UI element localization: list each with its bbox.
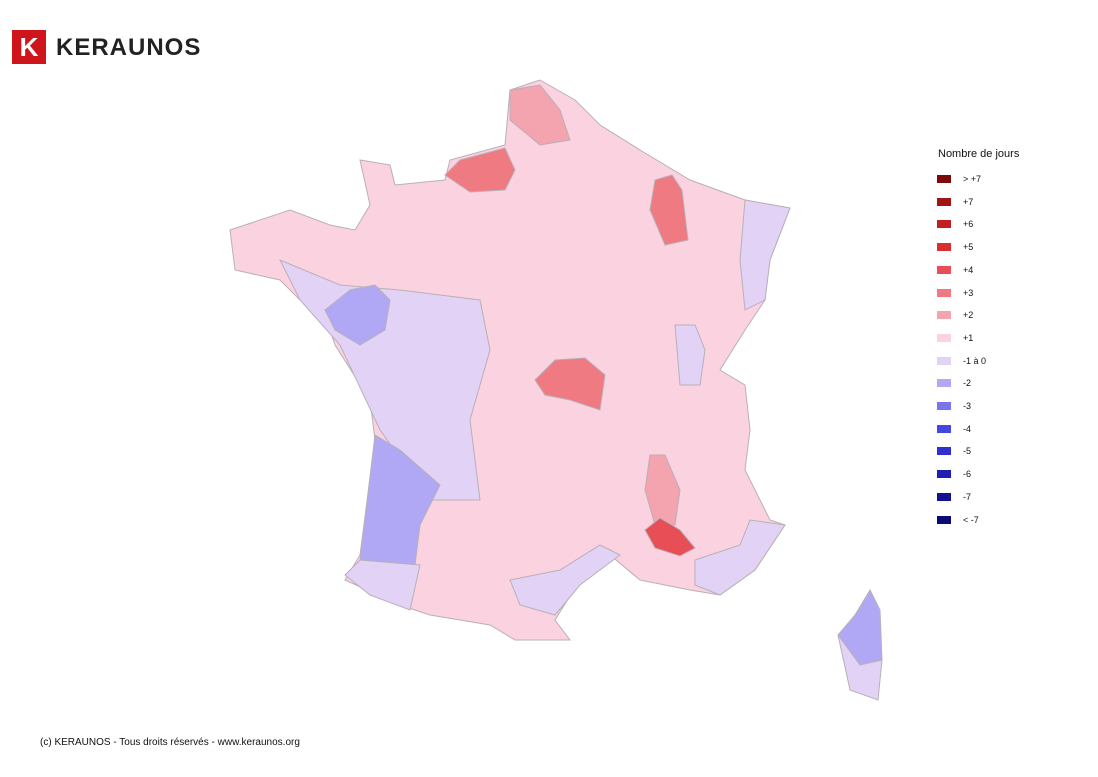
- legend-swatch: [937, 311, 951, 320]
- region-nord: [509, 84, 571, 146]
- corsica-south: [837, 634, 883, 701]
- region-east: [739, 199, 791, 311]
- legend-swatch: [937, 447, 951, 456]
- legend-swatch: [937, 379, 951, 388]
- footer: (c) KERAUNOS - Tous droits réservés - ww…: [40, 737, 300, 748]
- region-jura: [674, 324, 706, 386]
- legend-swatch: [937, 356, 951, 365]
- legend-swatch: [937, 424, 951, 433]
- legend-label: +4: [963, 264, 974, 275]
- legend-swatch: [937, 197, 951, 206]
- legend-label: -2: [963, 378, 972, 389]
- legend-label: +5: [963, 242, 974, 253]
- legend-swatch: [937, 492, 951, 501]
- legend-swatch: [937, 288, 951, 297]
- logo-icon: K: [12, 30, 46, 64]
- legend-swatch: [937, 402, 951, 410]
- legend-swatch: [937, 265, 951, 274]
- region-loire: [324, 284, 391, 346]
- region-drome: [644, 454, 681, 526]
- region-southwest: [344, 559, 421, 611]
- legend-title: Nombre de jours: [938, 148, 1020, 160]
- legend-label: -4: [963, 423, 972, 434]
- legend-label: > +7: [963, 174, 982, 184]
- legend-label: -7: [963, 491, 972, 502]
- region-seine-maritime: [444, 147, 516, 193]
- legend-label: +1: [963, 332, 974, 343]
- legend-swatch: [937, 243, 951, 252]
- region-provence: [694, 519, 786, 596]
- legend-swatch: [937, 515, 951, 524]
- legend-label: -1 à 0: [963, 355, 987, 366]
- legend-swatch: [937, 220, 951, 229]
- legend-label: -3: [963, 401, 972, 411]
- legend-label: -6: [963, 469, 972, 480]
- legend-label: +7: [963, 196, 974, 207]
- legend-swatch: [937, 470, 951, 479]
- legend-label: -5: [963, 446, 972, 457]
- legend-label: +6: [963, 219, 974, 230]
- region-south: [509, 544, 621, 616]
- region-allier: [534, 357, 606, 411]
- legend-swatch: [937, 333, 951, 342]
- legend-swatch: [937, 175, 951, 183]
- region-meuse: [649, 174, 689, 246]
- legend-label: +3: [963, 287, 974, 298]
- legend-label: +2: [963, 310, 974, 321]
- logo-text: KERAUNOS: [56, 34, 202, 61]
- region-vaucluse: [644, 517, 696, 557]
- legend-label: < -7: [963, 514, 979, 525]
